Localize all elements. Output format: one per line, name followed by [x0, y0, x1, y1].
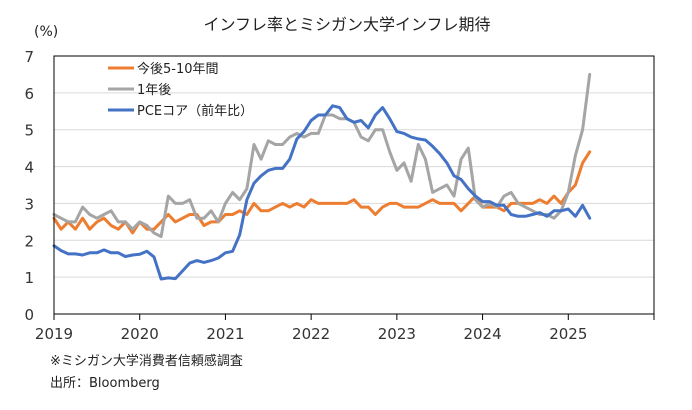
series-line-0 — [52, 150, 592, 235]
plot-frame — [53, 55, 655, 315]
y-axis-ticks: 0 1 2 3 4 5 6 7 — [24, 48, 34, 324]
x-tick-label: 2022 — [292, 325, 330, 343]
series-line-2 — [52, 104, 592, 281]
series-lines — [52, 72, 592, 281]
y-tick-label: 4 — [24, 159, 34, 177]
chart-title: インフレ率とミシガン大学インフレ期待 — [203, 15, 490, 34]
x-tick-label: 2020 — [121, 325, 159, 343]
legend-label: 今後5-10年間 — [137, 61, 219, 77]
survey-note: ※ミシガン大学消費者信頼感調査 — [50, 354, 243, 369]
x-tick-label: 2023 — [378, 325, 416, 343]
x-tick-label: 2021 — [206, 325, 244, 343]
y-tick-label: 0 — [24, 306, 34, 324]
x-axis-ticks: 2019 2020 2021 2022 2023 2024 2025 — [35, 314, 655, 343]
y-tick-label: 5 — [24, 122, 34, 140]
x-tick-label: 2019 — [35, 325, 73, 343]
y-axis-unit: (%) — [34, 24, 58, 40]
x-tick-label: 2024 — [463, 325, 501, 343]
y-tick-label: 7 — [24, 48, 34, 66]
y-tick-label: 1 — [24, 269, 34, 287]
series-line-1 — [52, 72, 592, 239]
legend-label: 1年後 — [137, 83, 171, 98]
legend-label: PCEコア（前年比） — [137, 103, 253, 119]
y-tick-label: 6 — [24, 85, 34, 103]
y-tick-label: 2 — [24, 232, 34, 250]
legend: 今後5-10年間 1年後 PCEコア（前年比） — [108, 61, 253, 119]
gridlines — [54, 92, 654, 278]
x-tick-label: 2025 — [549, 325, 587, 343]
y-tick-label: 3 — [24, 195, 34, 213]
source-note: 出所：Bloomberg — [50, 376, 160, 391]
